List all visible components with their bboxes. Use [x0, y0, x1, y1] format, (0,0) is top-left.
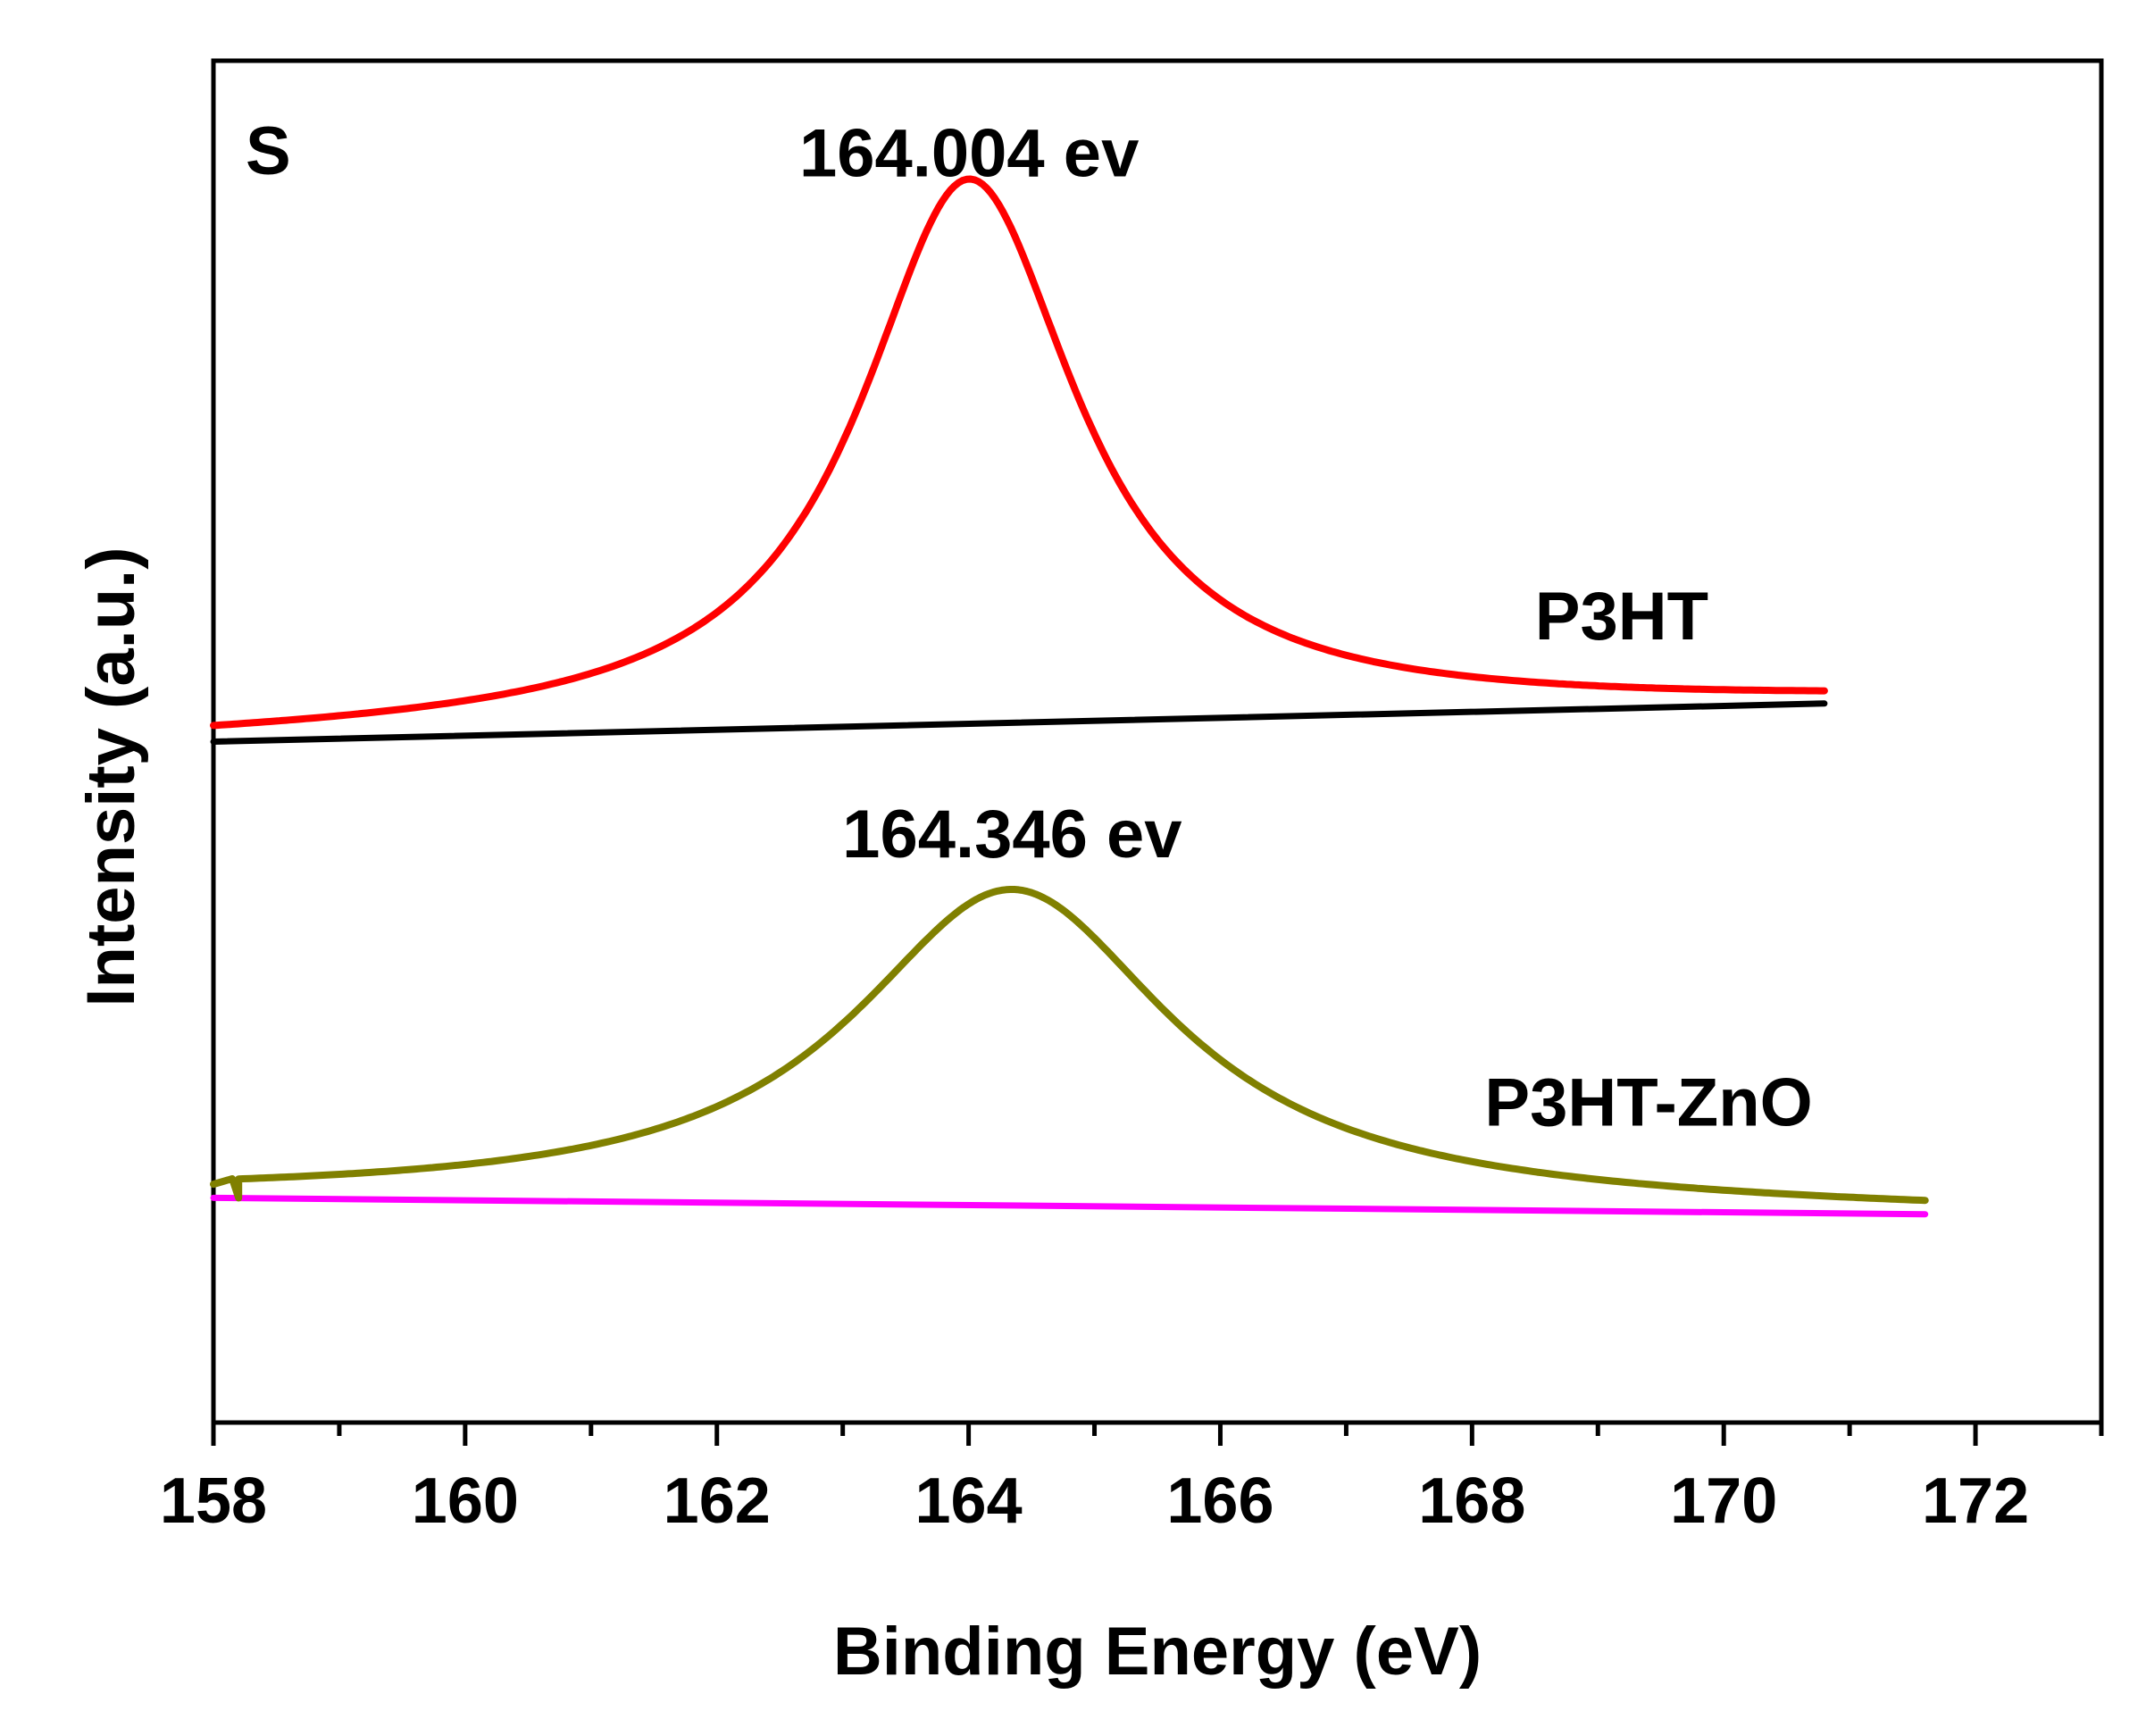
- x-axis-ticks: [211, 1423, 2104, 1446]
- series-label-p3ht: P3HT: [1535, 579, 1708, 655]
- x-axis-tick-labels: 158 160 162 164 166 168 170 172: [160, 1465, 2029, 1537]
- series-line-p3ht-zno: [210, 886, 1929, 1205]
- y-axis-title: Intensity (a.u.): [73, 547, 149, 1006]
- x-tick-label: 166: [1166, 1465, 1273, 1537]
- x-tick-label: 158: [160, 1465, 267, 1537]
- x-tick-label: 162: [664, 1465, 771, 1537]
- peak-label-p3ht: 164.004 ev: [799, 116, 1139, 192]
- panel-label: S: [246, 113, 291, 189]
- x-tick-label: 160: [412, 1465, 519, 1537]
- x-tick-label: 170: [1670, 1465, 1777, 1537]
- peak-label-p3ht-zno: 164.346 ev: [842, 797, 1182, 872]
- x-tick-label: 172: [1922, 1465, 2029, 1537]
- x-tick-label: 168: [1418, 1465, 1525, 1537]
- series-line-p3ht-baseline: [210, 700, 1828, 745]
- x-tick-label: 164: [915, 1465, 1023, 1537]
- series-line-p3ht: [210, 175, 1828, 730]
- series-line-p3ht-zno-baseline: [210, 1194, 1929, 1218]
- x-axis-title: Binding Energy (eV): [833, 1614, 1482, 1690]
- series-layer: [210, 175, 1929, 1218]
- series-label-p3ht-zno: P3HT-ZnO: [1484, 1065, 1812, 1141]
